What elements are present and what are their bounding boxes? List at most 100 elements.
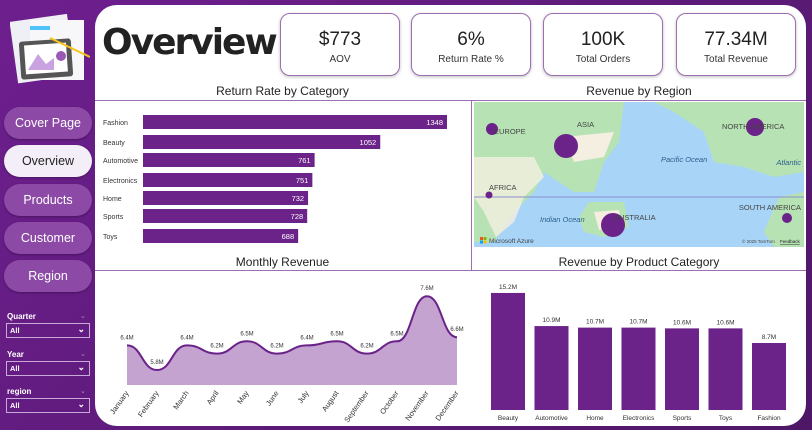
chevron-down-icon[interactable]: ⌄: [80, 388, 86, 395]
data-label: 761: [298, 156, 311, 165]
category-label: Home: [586, 415, 604, 422]
category-label: Beauty: [498, 415, 519, 422]
bar: [143, 115, 447, 129]
month-label: July: [296, 389, 311, 405]
bar: [143, 209, 308, 223]
data-label: 732: [292, 194, 305, 203]
data-label: 1052: [360, 138, 377, 147]
category-label: Automotive: [103, 158, 138, 165]
year-filter-label: Year: [7, 350, 24, 359]
kpi-label: Return Rate %: [438, 54, 504, 65]
bar: [143, 173, 313, 187]
kpi-card-total-revenue: 77.34M Total Revenue: [676, 13, 796, 76]
data-label: 10.6M: [673, 319, 691, 326]
bar: [143, 229, 299, 243]
monthly-revenue-chart: 6.4M January 5.8M February 6.4M March 6.2M Apri…: [108, 286, 464, 425]
map-label: Indian Ocean: [540, 215, 585, 224]
map-bubble: [782, 213, 792, 223]
map-label: SOUTH AMERICA: [739, 203, 801, 212]
quarter-filter-dropdown[interactable]: All ⌄: [6, 323, 90, 338]
chevron-down-icon[interactable]: ⌄: [80, 313, 86, 320]
map-bubble: [554, 134, 578, 158]
month-label: August: [320, 388, 341, 413]
page-title: Overview: [102, 22, 278, 63]
category-label: Electronics: [623, 415, 656, 422]
microsoft-logo-icon: [480, 237, 487, 244]
bar: [665, 328, 699, 410]
category-label: Toys: [103, 234, 118, 241]
data-label: 6.4M: [300, 335, 313, 341]
bar: [534, 326, 569, 410]
data-label: 15.2M: [499, 284, 517, 291]
map-label: AFRICA: [489, 183, 517, 192]
kpi-label: Total Orders: [575, 54, 631, 65]
map-label: Pacific Ocean: [661, 155, 707, 164]
bar: [621, 327, 656, 410]
data-label: 10.6M: [716, 319, 734, 326]
bar: [143, 135, 381, 149]
quarter-filter-label: Quarter: [7, 312, 36, 321]
category-label: Sports: [673, 415, 693, 422]
month-label: October: [378, 389, 401, 416]
chevron-down-icon: ⌄: [77, 399, 85, 409]
nav-region-button[interactable]: Region: [4, 260, 92, 292]
kpi-card-return-rate: 6% Return Rate %: [411, 13, 531, 76]
month-label: February: [136, 389, 161, 419]
chevron-down-icon[interactable]: ⌄: [80, 351, 86, 358]
nav-cover-page-button[interactable]: Cover Page: [4, 107, 92, 139]
data-label: 751: [296, 176, 309, 185]
region-map[interactable]: EUROPE ASIA NORTH AMERICA AFRICA AUSTRAL…: [474, 102, 804, 247]
category-label: Sports: [103, 214, 124, 221]
map-bubble: [746, 118, 764, 136]
map-label: Atlantic: [775, 158, 801, 167]
kpi-label: AOV: [329, 54, 351, 65]
region-filter-label: region: [7, 387, 32, 396]
month-label: June: [264, 389, 281, 407]
data-label: 6.5M: [330, 331, 343, 337]
area: [127, 296, 457, 385]
category-label: Electronics: [103, 178, 138, 185]
category-label: Toys: [719, 415, 733, 422]
data-label: 1348: [426, 118, 443, 127]
map-label: AUSTRALIA: [614, 213, 656, 222]
kpi-value: 77.34M: [704, 29, 768, 50]
data-label: 10.7M: [586, 319, 604, 326]
nav-customer-button[interactable]: Customer: [4, 222, 92, 254]
map-label: EUROPE: [494, 127, 526, 136]
year-filter-dropdown[interactable]: All ⌄: [6, 361, 90, 376]
revenue-region-title: Revenue by Region: [586, 84, 692, 98]
map-attribution: Microsoft Azure: [489, 238, 534, 245]
kpi-card-aov: $773 AOV: [280, 13, 400, 76]
category-label: Automotive: [535, 415, 568, 422]
data-label: 10.9M: [542, 317, 560, 324]
divider: [95, 100, 806, 101]
kpi-value: 100K: [580, 29, 626, 50]
data-label: 10.7M: [629, 319, 647, 326]
chevron-down-icon: ⌄: [77, 362, 85, 372]
data-label: 6.5M: [390, 331, 403, 337]
map-label: ASIA: [577, 120, 594, 129]
month-label: September: [342, 389, 371, 425]
map-bubble: [486, 123, 498, 135]
month-label: April: [205, 389, 221, 407]
divider: [471, 100, 472, 270]
revenue-product-chart: 15.2M Beauty 10.9M Automotive 10.7M Home 10.7M…: [491, 284, 786, 422]
kpi-value: 6%: [457, 29, 485, 50]
nav-products-button[interactable]: Products: [4, 184, 92, 216]
bar: [143, 153, 315, 167]
bar: [491, 292, 525, 410]
kpi-card-total-orders: 100K Total Orders: [543, 13, 663, 76]
data-label: 728: [291, 212, 304, 221]
region-value: All: [10, 401, 20, 410]
region-filter-dropdown[interactable]: All ⌄: [6, 398, 90, 413]
data-label: 688: [282, 232, 295, 241]
data-label: 6.2M: [360, 344, 373, 350]
data-label: 7.6M: [420, 286, 433, 292]
quarter-value: All: [10, 326, 20, 335]
data-label: 5.8M: [150, 360, 163, 366]
bar: [578, 327, 612, 410]
line: [126, 295, 458, 372]
month-label: March: [171, 389, 190, 411]
map-feedback-link[interactable]: Feedback: [780, 239, 801, 244]
nav-overview-button[interactable]: Overview: [4, 145, 92, 177]
